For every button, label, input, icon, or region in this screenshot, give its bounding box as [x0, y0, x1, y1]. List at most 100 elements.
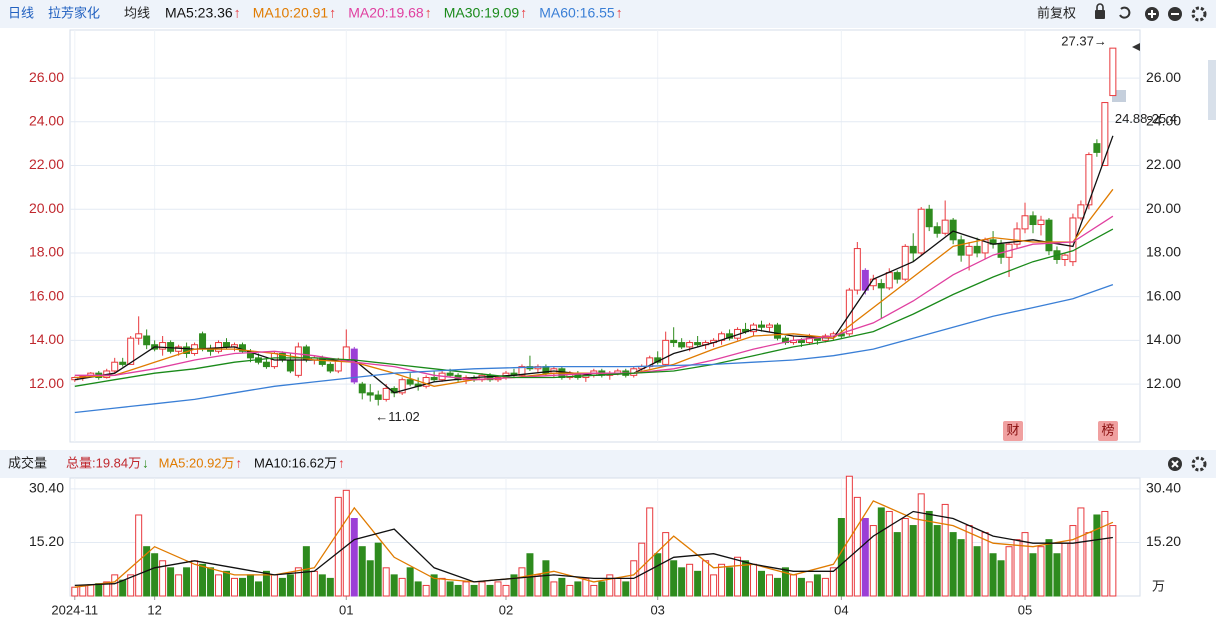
volume-bar	[670, 560, 678, 597]
legend-arrow: ↑	[520, 5, 527, 21]
volume-bar	[893, 532, 901, 597]
volume-bar	[71, 586, 79, 597]
volume-bar	[558, 577, 566, 597]
period[interactable]: 日线	[8, 5, 34, 20]
volume-bar	[997, 560, 1005, 597]
volume-bar	[981, 532, 989, 597]
volume-bar	[111, 574, 119, 597]
candle-body	[398, 379, 406, 394]
ma-line	[74, 500, 1114, 588]
ma-label[interactable]: 均线	[124, 5, 150, 20]
y-tick-label: 15.20	[29, 533, 64, 549]
volume-bar	[901, 518, 909, 597]
scrollbar[interactable]	[1208, 60, 1216, 120]
volume-bar	[614, 577, 622, 597]
volume-bar	[199, 563, 207, 597]
volume-bar	[175, 574, 183, 597]
volume-bar	[925, 510, 933, 597]
volume-bar	[191, 560, 199, 597]
candle-body	[199, 333, 207, 350]
badge-text[interactable]: 财	[1006, 422, 1019, 437]
badge[interactable]	[1098, 421, 1118, 441]
y-tick-label-right: 30.40	[1146, 480, 1181, 496]
badge-text[interactable]: 榜	[1101, 422, 1114, 437]
candle-body	[159, 342, 167, 350]
volume-bar	[797, 577, 805, 597]
volume-bar	[686, 563, 694, 597]
candle-body	[917, 208, 925, 254]
volume-bar	[710, 574, 718, 597]
volume-bar	[694, 570, 702, 597]
y-tick-label-right: 14.00	[1146, 331, 1181, 347]
badge[interactable]	[1003, 421, 1023, 441]
lock-icon[interactable]	[1095, 10, 1105, 19]
candle-body	[406, 379, 414, 385]
volume-bar	[486, 584, 494, 597]
candle-body	[1045, 219, 1053, 252]
volume-bar	[622, 581, 630, 597]
candle-body	[765, 324, 773, 328]
low-label: ←11.02	[375, 409, 420, 424]
legend-entry: MA60:16.55	[539, 5, 615, 21]
volume-bar	[821, 577, 829, 597]
toolbar-icons	[1095, 3, 1207, 472]
candle-body	[957, 239, 965, 256]
volume-bar	[1077, 507, 1085, 597]
volume-bar	[518, 567, 526, 597]
volume-total-arrow: ↓	[142, 455, 149, 470]
candle-body	[877, 283, 885, 289]
lock-shackle	[1096, 3, 1104, 10]
toolbar-bg	[0, 0, 1216, 28]
volume-bar	[510, 574, 518, 597]
volume-bar	[462, 581, 470, 597]
y-tick-label-right: 15.20	[1146, 533, 1181, 549]
volume-bar	[390, 574, 398, 597]
legend-arrow: ↑	[338, 455, 345, 470]
volume-bar	[494, 581, 502, 597]
volume-bar	[310, 570, 318, 597]
volume-bar	[1037, 546, 1045, 597]
settings-icon[interactable]	[1191, 6, 1207, 22]
volume-bar	[119, 579, 127, 597]
volume-bar	[1069, 525, 1077, 597]
volume-bar	[95, 583, 103, 597]
price-panel	[69, 29, 1141, 443]
candle-body	[901, 245, 909, 280]
candle-body	[1085, 154, 1093, 206]
volume-bar	[223, 570, 231, 597]
candle-body	[1037, 219, 1045, 226]
y-tick-label: 26.00	[29, 69, 64, 85]
volume-bar	[758, 570, 766, 597]
candle-body	[1061, 254, 1069, 260]
volume-bar	[789, 574, 797, 597]
undo-icon[interactable]	[1119, 6, 1131, 19]
y-tick-label: 12.00	[29, 375, 64, 391]
volume-bar	[598, 581, 606, 597]
adjust[interactable]: 前复权	[1037, 5, 1076, 20]
candle-body	[350, 348, 358, 383]
volume-bar	[454, 584, 462, 597]
y-tick-label-right: 18.00	[1146, 244, 1181, 260]
ma-line	[74, 283, 1114, 414]
volume-settings-icon[interactable]	[1191, 456, 1207, 472]
volume-bar	[135, 514, 143, 597]
volume-bar	[861, 518, 869, 597]
candle-body	[678, 342, 686, 348]
volume-bar	[278, 577, 286, 597]
candle-body	[941, 219, 949, 234]
candle-body	[1109, 47, 1117, 97]
legend-arrow: ↑	[425, 5, 432, 21]
y-tick-label: 14.00	[29, 331, 64, 347]
x-tick-label: 2024-11	[51, 602, 98, 617]
candle-body	[965, 245, 973, 256]
volume-bar	[1045, 539, 1053, 597]
volume-bar	[726, 567, 734, 597]
volume-bar	[1053, 553, 1061, 597]
volume-bar	[502, 584, 510, 597]
volume-bar	[238, 577, 246, 597]
volume-bar	[167, 567, 175, 597]
volume-bar	[398, 577, 406, 597]
candle-body	[885, 272, 893, 289]
stock-name[interactable]: 拉芳家化	[48, 5, 100, 20]
volume-bar	[151, 553, 159, 597]
